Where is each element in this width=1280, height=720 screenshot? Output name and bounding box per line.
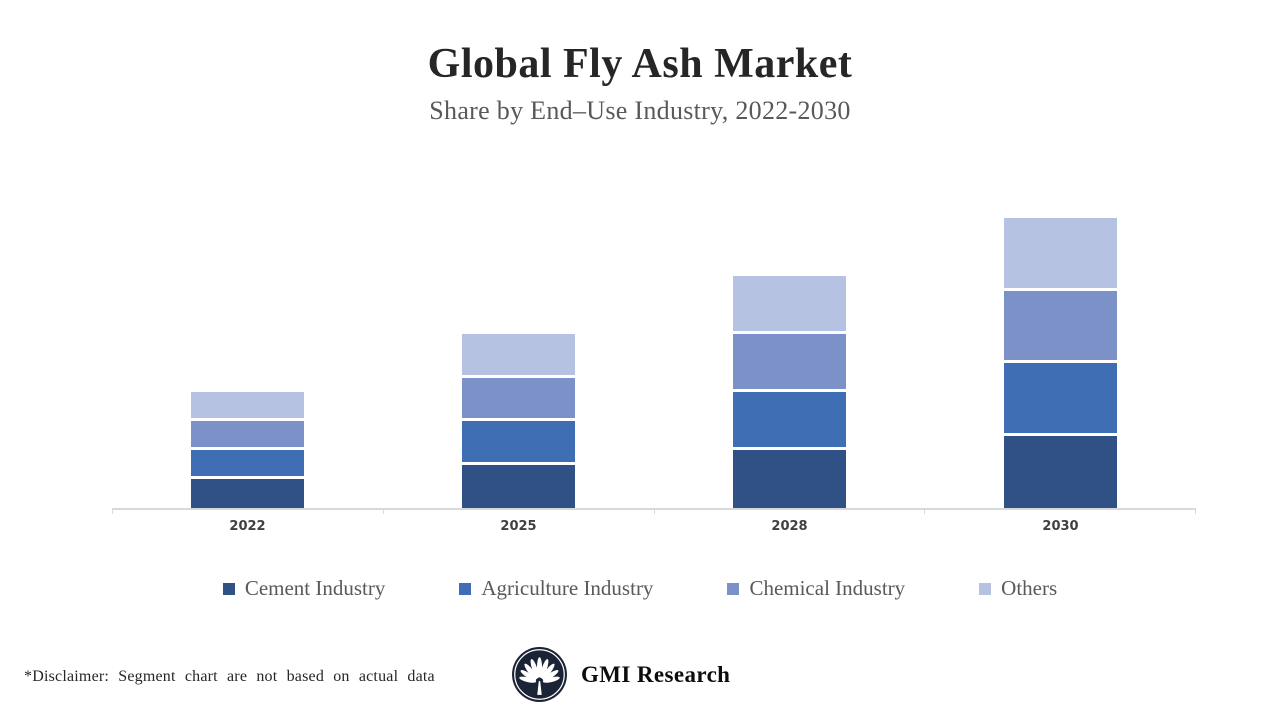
bar-segment-chemical-industry-2025 bbox=[462, 377, 575, 418]
x-axis-label-2028: 2028 bbox=[771, 519, 808, 534]
brand-name: GMI Research bbox=[581, 661, 731, 687]
brand-footer: GMI Research bbox=[511, 646, 730, 703]
stacked-bar-2022 bbox=[191, 392, 304, 508]
legend-swatch-icon bbox=[979, 582, 992, 595]
x-axis-tick bbox=[1195, 508, 1196, 514]
bar-segment-others-2028 bbox=[733, 276, 846, 331]
legend-item-cement-industry: Cement Industry bbox=[222, 576, 386, 601]
disclaimer-text: *Disclaimer: Segment chart are not based… bbox=[24, 668, 435, 685]
bar-segment-agriculture-industry-2028 bbox=[733, 392, 846, 447]
legend-swatch-icon bbox=[727, 582, 740, 595]
legend-item-chemical-industry: Chemical Industry bbox=[727, 576, 905, 601]
bar-segment-others-2022 bbox=[191, 392, 304, 418]
bar-segment-cement-industry-2030 bbox=[1004, 435, 1117, 508]
legend-item-agriculture-industry: Agriculture Industry bbox=[459, 576, 653, 601]
legend-swatch-icon bbox=[222, 582, 235, 595]
x-axis-tick bbox=[924, 508, 925, 514]
legend-swatch-icon bbox=[459, 582, 472, 595]
stacked-bar-2028 bbox=[733, 276, 846, 508]
bar-segment-agriculture-industry-2022 bbox=[191, 450, 304, 476]
bar-segment-others-2030 bbox=[1004, 218, 1117, 288]
legend-label: Agriculture Industry bbox=[481, 576, 654, 600]
bar-segment-cement-industry-2025 bbox=[462, 464, 575, 508]
bar-segment-agriculture-industry-2025 bbox=[462, 421, 575, 462]
bar-segment-chemical-industry-2022 bbox=[191, 421, 304, 447]
bar-segment-cement-industry-2022 bbox=[191, 479, 304, 508]
stacked-bar-2025 bbox=[462, 334, 575, 508]
bar-segment-others-2025 bbox=[462, 334, 575, 375]
chart-plot-area: 2022 2025 2028 2030 bbox=[112, 150, 1196, 534]
x-axis-tick bbox=[383, 508, 384, 514]
legend-item-others: Others bbox=[979, 576, 1057, 601]
bar-segment-agriculture-industry-2030 bbox=[1004, 363, 1117, 433]
x-axis-label-2022: 2022 bbox=[229, 519, 266, 534]
legend-label: Others bbox=[1001, 576, 1058, 600]
bar-segment-chemical-industry-2030 bbox=[1004, 290, 1117, 360]
x-axis-label-2025: 2025 bbox=[500, 519, 537, 534]
chart-legend: Cement Industry Agriculture Industry Chemi… bbox=[0, 576, 1280, 601]
x-axis-tick bbox=[654, 508, 655, 514]
legend-label: Chemical Industry bbox=[749, 576, 906, 600]
bar-segment-chemical-industry-2028 bbox=[733, 334, 846, 389]
bar-segment-cement-industry-2028 bbox=[733, 450, 846, 508]
chart-title: Global Fly Ash Market bbox=[427, 41, 853, 87]
chart-subtitle: Share by End–Use Industry, 2022-2030 bbox=[429, 96, 851, 125]
gmi-logo-fan-icon bbox=[512, 647, 567, 702]
x-axis-tick bbox=[112, 508, 113, 514]
x-axis-label-2030: 2030 bbox=[1042, 519, 1079, 534]
legend-label: Cement Industry bbox=[244, 576, 386, 600]
stacked-bar-2030 bbox=[1004, 218, 1117, 508]
